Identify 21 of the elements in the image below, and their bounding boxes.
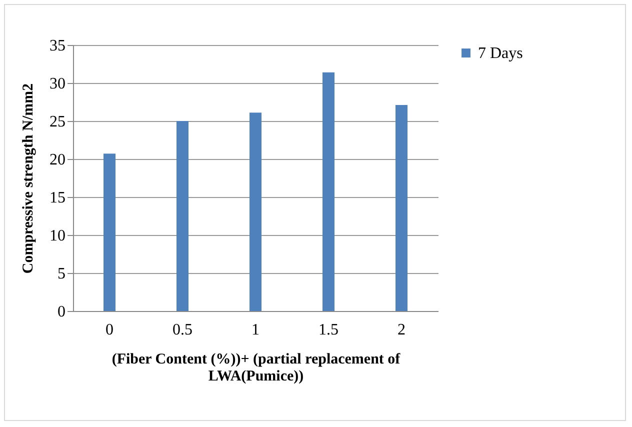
bar — [104, 154, 116, 311]
bar — [396, 105, 408, 311]
bar — [322, 72, 334, 311]
y-tick-label: 20 — [50, 152, 66, 168]
y-axis-title: Compressive strength N/mm2 — [20, 83, 36, 274]
x-tick-label: 0.5 — [172, 322, 192, 338]
y-tick-label: 35 — [50, 38, 66, 54]
x-tick-label: 1.5 — [318, 322, 338, 338]
x-tick-label: 1 — [252, 322, 260, 338]
y-tick-label: 30 — [50, 76, 66, 92]
bar — [250, 112, 262, 311]
y-tick-label: 0 — [58, 304, 66, 320]
x-axis-title: (Fiber Content (%))+ (partial replacement of LWA(Pumice)) — [112, 352, 402, 384]
bar — [176, 121, 188, 311]
legend-label: 7 Days — [478, 45, 523, 62]
y-tick-label: 10 — [50, 228, 66, 244]
y-tick-label: 15 — [50, 190, 66, 206]
x-tick-label: 2 — [398, 322, 406, 338]
y-tick-label: 25 — [50, 114, 66, 130]
x-tick-label: 0 — [106, 322, 114, 338]
y-tick-label: 5 — [58, 266, 66, 282]
